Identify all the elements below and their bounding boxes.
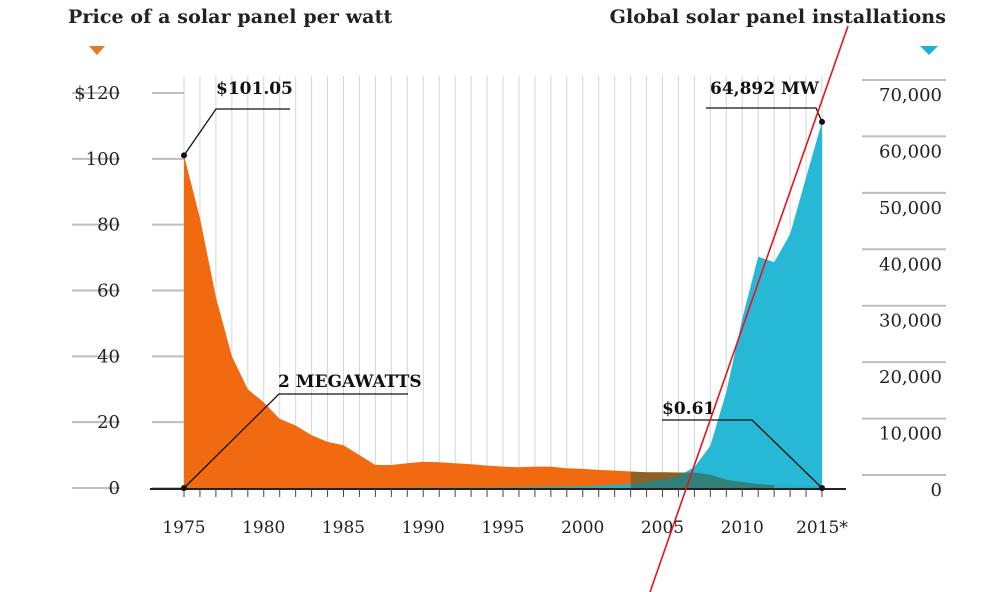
annotation-price-2015-label: $0.61 — [662, 399, 715, 419]
y-right-tick-label: 60,000 — [879, 141, 942, 162]
annotation-price-1975-dot — [181, 152, 187, 159]
series-overlap — [630, 471, 775, 488]
x-tick-label: 2010 — [721, 518, 764, 538]
annotation-price-1975-leader — [183, 108, 290, 156]
left-legend-marker — [89, 46, 105, 55]
y-left-tick-label: 20 — [97, 412, 120, 433]
annotation-install-2015-label: 64,892 MW — [710, 79, 820, 99]
annotation-install-1975-dot — [181, 485, 187, 491]
annotation-price-1975-label: $101.05 — [216, 79, 293, 99]
y-left-tick-label: $120 — [74, 83, 120, 104]
series-area-installations — [184, 121, 822, 489]
annotation-price-2015-dot — [819, 485, 825, 491]
x-tick-label: 1985 — [322, 518, 365, 538]
y-left-tick-label: 0 — [109, 478, 120, 499]
x-tick-label: 1975 — [162, 518, 205, 538]
right-axis-title: Global solar panel installations — [609, 6, 946, 28]
annotation-install-1975-leader — [183, 393, 408, 489]
series-area-price — [184, 155, 822, 488]
x-tick-label: 1980 — [242, 518, 285, 538]
x-tick-label: 2000 — [561, 518, 604, 538]
x-tick-label: 2015* — [796, 518, 848, 538]
y-right-tick-label: 70,000 — [879, 85, 942, 106]
annotation-install-1975-label: 2 MEGAWATTS — [278, 372, 422, 392]
x-tick-label: 1990 — [402, 518, 445, 538]
y-left-tick-label: 40 — [97, 346, 120, 367]
y-right-tick-label: 10,000 — [879, 424, 942, 445]
right-legend-marker — [920, 46, 938, 55]
y-left-tick-label: 60 — [97, 281, 120, 302]
y-right-tick-label: 0 — [931, 480, 942, 501]
x-tick-label: 1995 — [481, 518, 524, 538]
annotation-price-2015-leader — [662, 419, 823, 489]
y-right-tick-label: 20,000 — [879, 367, 942, 388]
annotation-install-2015-dot — [819, 118, 825, 125]
y-right-tick-label: 40,000 — [879, 254, 942, 275]
y-right-tick-label: 50,000 — [879, 198, 942, 219]
x-tick-label: 2005 — [641, 518, 684, 538]
y-right-tick-label: 30,000 — [879, 311, 942, 332]
y-left-tick-label: 100 — [86, 149, 120, 170]
red-overlay-line — [649, 25, 849, 592]
y-left-tick-label: 80 — [97, 215, 120, 236]
annotation-install-2015-leader — [706, 107, 823, 123]
left-axis-title: Price of a solar panel per watt — [68, 6, 393, 28]
